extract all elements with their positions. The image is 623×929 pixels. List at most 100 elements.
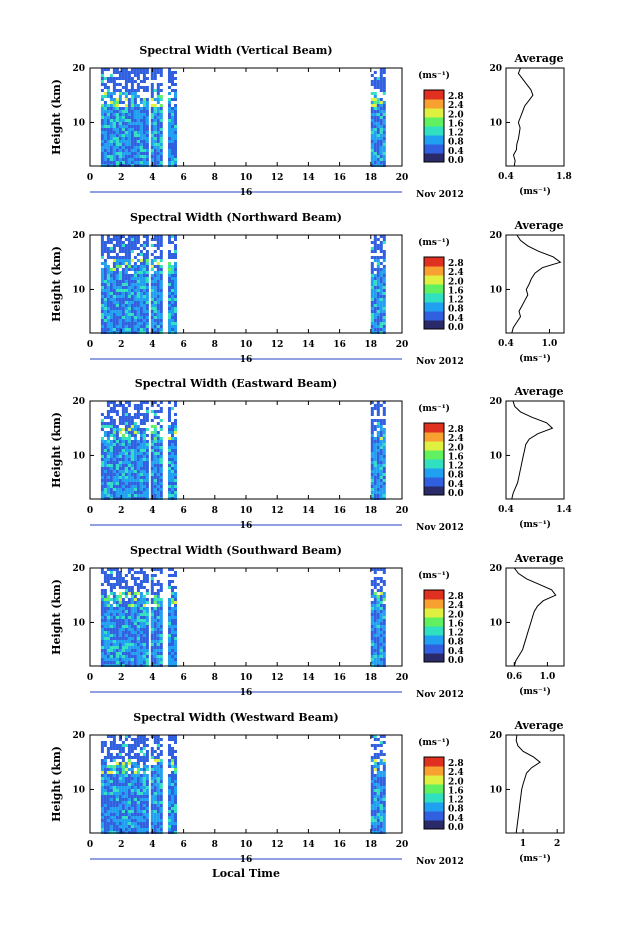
heatmap-cell <box>136 816 140 819</box>
colorbar-segment <box>424 148 444 151</box>
heatmap-cell <box>159 643 163 646</box>
heatmap-cell <box>153 104 157 107</box>
heatmap-cell <box>100 592 104 595</box>
colorbar-segment <box>424 463 444 466</box>
heatmap-cell <box>124 295 128 298</box>
heatmap-cell <box>136 625 140 628</box>
heatmap-cell <box>382 143 386 146</box>
heatmap-cell <box>150 431 154 434</box>
avg-x-label: (ms⁻¹) <box>519 686 551 697</box>
colorbar-segment <box>424 478 444 481</box>
avg-x-label: (ms⁻¹) <box>519 519 551 530</box>
heatmap-cell <box>100 601 104 604</box>
heatmap-cell <box>370 107 374 110</box>
heatmap-cell <box>370 455 374 458</box>
heatmap-cell <box>127 125 131 128</box>
heatmap-cell <box>150 598 154 601</box>
heatmap-cell <box>100 616 104 619</box>
heatmap-cell <box>150 434 154 437</box>
heatmap-cell <box>112 780 116 783</box>
heatmap-cell <box>373 301 377 304</box>
heatmap-cell <box>124 449 128 452</box>
heatmap-cell <box>136 149 140 152</box>
heatmap-cell <box>379 816 383 819</box>
heatmap-cell <box>156 313 160 316</box>
heatmap-cell <box>109 286 113 289</box>
heatmap-cell <box>171 780 174 783</box>
heatmap-cell <box>171 107 174 110</box>
heatmap-cell <box>142 577 146 580</box>
heatmap-cell <box>121 577 125 580</box>
heatmap-cell <box>103 110 107 113</box>
heatmap-cell <box>100 467 104 470</box>
heatmap-cell <box>382 92 386 95</box>
heatmap-cell <box>139 98 143 101</box>
heatmap-cell <box>118 658 122 661</box>
heatmap-cell <box>124 152 128 155</box>
x-tick-label: 6 <box>180 340 186 350</box>
heatmap-cell <box>118 467 122 470</box>
heatmap-cell <box>159 661 163 664</box>
heatmap-cell <box>174 494 177 497</box>
heatmap-cell <box>127 241 131 244</box>
heatmap-cell <box>124 416 128 419</box>
heatmap-cell <box>168 792 171 795</box>
heatmap-cell <box>127 298 131 301</box>
heatmap-cell <box>370 583 374 586</box>
heatmap-cell <box>159 158 163 161</box>
heatmap-cell <box>382 753 386 756</box>
heatmap-cell <box>156 655 160 658</box>
heatmap-cell <box>373 247 377 250</box>
heatmap-cell <box>112 774 116 777</box>
heatmap-cell <box>370 610 374 613</box>
heatmap-cell <box>103 643 107 646</box>
heatmap-cell <box>100 643 104 646</box>
heatmap-cell <box>100 119 104 122</box>
heatmap-cell <box>174 777 177 780</box>
heatmap-cell <box>139 68 143 71</box>
heatmap-cell <box>153 792 157 795</box>
heatmap-cell <box>127 71 131 74</box>
heatmap-cell <box>136 762 140 765</box>
heatmap-cell <box>145 401 149 404</box>
heatmap-cell <box>100 280 104 283</box>
heatmap-cell <box>150 322 154 325</box>
colorbar-segment <box>424 300 444 303</box>
heatmap-cell <box>171 634 174 637</box>
heatmap-cell <box>171 816 174 819</box>
heatmap-cell <box>156 289 160 292</box>
heatmap-cell <box>118 250 122 253</box>
heatmap-cell <box>118 613 122 616</box>
colorbar-segment <box>424 308 444 310</box>
heatmap-cell <box>115 458 119 461</box>
heatmap-cell <box>109 280 113 283</box>
heatmap-cell <box>153 119 157 122</box>
heatmap-cell <box>112 113 116 116</box>
heatmap-cell <box>370 649 374 652</box>
heatmap-cell <box>130 771 134 774</box>
heatmap-cell <box>376 607 380 610</box>
heatmap-cell <box>145 125 149 128</box>
heatmap-cell <box>156 771 160 774</box>
heatmap-cell <box>382 813 386 816</box>
colorbar: 2.82.42.01.61.20.80.40.0 <box>423 256 464 333</box>
heatmap-cell <box>130 828 134 831</box>
heatmap-cell <box>379 622 383 625</box>
heatmap-cell <box>130 328 134 331</box>
heatmap-cell <box>115 119 119 122</box>
colorbar-tick-label: 2.0 <box>448 777 464 787</box>
heatmap-cell <box>121 786 125 789</box>
heatmap-cell <box>130 637 134 640</box>
heatmap-cell <box>112 125 116 128</box>
colorbar-unit: (ms⁻¹) <box>418 570 450 581</box>
heatmap-cell <box>100 583 104 586</box>
heatmap-cell <box>124 274 128 277</box>
heatmap-cell <box>174 595 177 598</box>
heatmap-cell <box>139 819 143 822</box>
heatmap-cell <box>136 307 140 310</box>
heatmap-cell <box>124 283 128 286</box>
heatmap-cell <box>142 610 146 613</box>
heatmap-cell <box>103 458 107 461</box>
